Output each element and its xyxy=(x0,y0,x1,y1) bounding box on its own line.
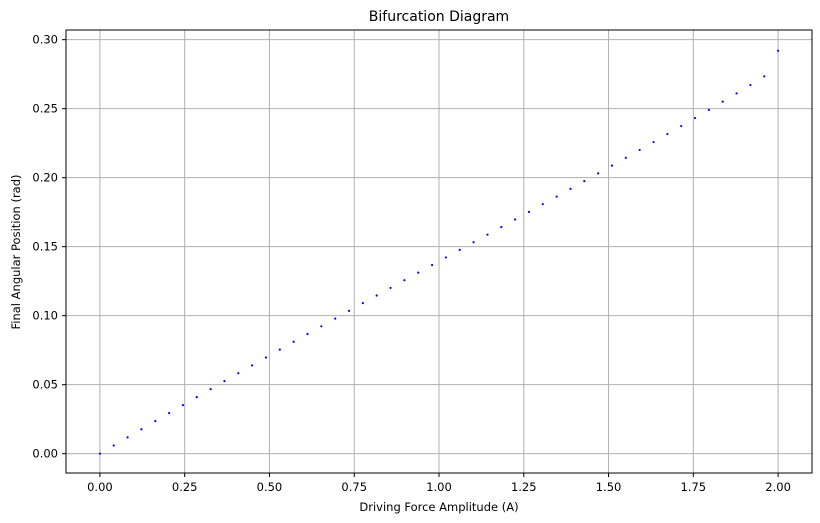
data-point xyxy=(168,412,171,415)
grid-lines xyxy=(66,30,812,473)
data-point xyxy=(112,444,115,447)
data-point xyxy=(292,340,295,343)
data-point xyxy=(610,164,614,167)
data-point xyxy=(264,356,268,359)
data-point xyxy=(666,132,669,136)
x-tick-label: 2.00 xyxy=(765,480,791,494)
x-axis-label: Driving Force Amplitude (A) xyxy=(359,500,518,514)
data-point xyxy=(347,309,351,312)
data-point xyxy=(652,140,655,144)
data-point xyxy=(140,428,143,431)
data-point xyxy=(375,294,378,297)
data-point xyxy=(514,218,517,221)
data-point xyxy=(417,271,420,274)
x-tick-label: 0.50 xyxy=(257,480,283,494)
data-point xyxy=(251,364,254,367)
data-point xyxy=(154,420,157,423)
data-point xyxy=(735,92,738,95)
data-point xyxy=(223,379,226,383)
data-point xyxy=(763,75,766,78)
x-axis-ticks: 0.00 0.25 0.50 0.75 1.00 1.25 1.50 1.75 2.00 xyxy=(87,473,791,494)
data-point xyxy=(541,203,544,206)
data-points xyxy=(98,49,780,455)
data-point xyxy=(693,116,697,120)
y-tick-label: 0.15 xyxy=(32,240,58,254)
x-tick-label: 0.00 xyxy=(87,480,113,494)
data-point xyxy=(389,286,392,290)
data-point xyxy=(583,180,586,183)
data-point xyxy=(569,187,572,190)
data-point xyxy=(306,332,309,336)
data-point xyxy=(624,156,627,159)
data-point xyxy=(597,172,600,175)
data-point xyxy=(320,325,323,328)
x-tick-label: 1.50 xyxy=(596,480,622,494)
data-point xyxy=(472,241,475,244)
x-tick-label: 1.00 xyxy=(426,480,452,494)
data-point xyxy=(776,49,780,52)
x-tick-label: 1.25 xyxy=(511,480,537,494)
data-point xyxy=(555,195,558,198)
y-axis-label: Final Angular Position (rad) xyxy=(9,174,23,329)
data-point xyxy=(721,100,724,103)
data-point xyxy=(638,148,641,152)
data-point xyxy=(680,124,683,128)
x-tick-label: 1.75 xyxy=(681,480,707,494)
y-axis-ticks: 0.00 0.05 0.10 0.15 0.20 0.25 0.30 xyxy=(32,33,66,461)
data-point xyxy=(126,436,129,439)
data-point xyxy=(334,317,337,320)
y-tick-label: 0.00 xyxy=(32,447,58,461)
data-point xyxy=(403,279,406,282)
y-tick-label: 0.10 xyxy=(32,309,58,323)
data-point xyxy=(749,83,752,87)
y-tick-label: 0.25 xyxy=(32,102,58,116)
data-point xyxy=(195,395,198,399)
data-point xyxy=(444,256,448,259)
data-point xyxy=(209,387,212,391)
data-point xyxy=(707,108,710,112)
chart-title: Bifurcation Diagram xyxy=(369,9,509,25)
data-point xyxy=(361,302,364,305)
data-point xyxy=(278,348,281,351)
data-point xyxy=(500,225,503,229)
data-point xyxy=(98,452,102,455)
y-tick-label: 0.05 xyxy=(32,378,58,392)
data-point xyxy=(527,210,531,213)
x-tick-label: 0.75 xyxy=(341,480,367,494)
x-tick-label: 0.25 xyxy=(172,480,198,494)
data-point xyxy=(181,404,185,407)
y-tick-label: 0.30 xyxy=(32,33,58,47)
data-point xyxy=(458,248,461,251)
y-tick-label: 0.20 xyxy=(32,171,58,185)
data-point xyxy=(430,263,434,267)
data-point xyxy=(486,233,489,236)
data-point xyxy=(237,372,240,375)
